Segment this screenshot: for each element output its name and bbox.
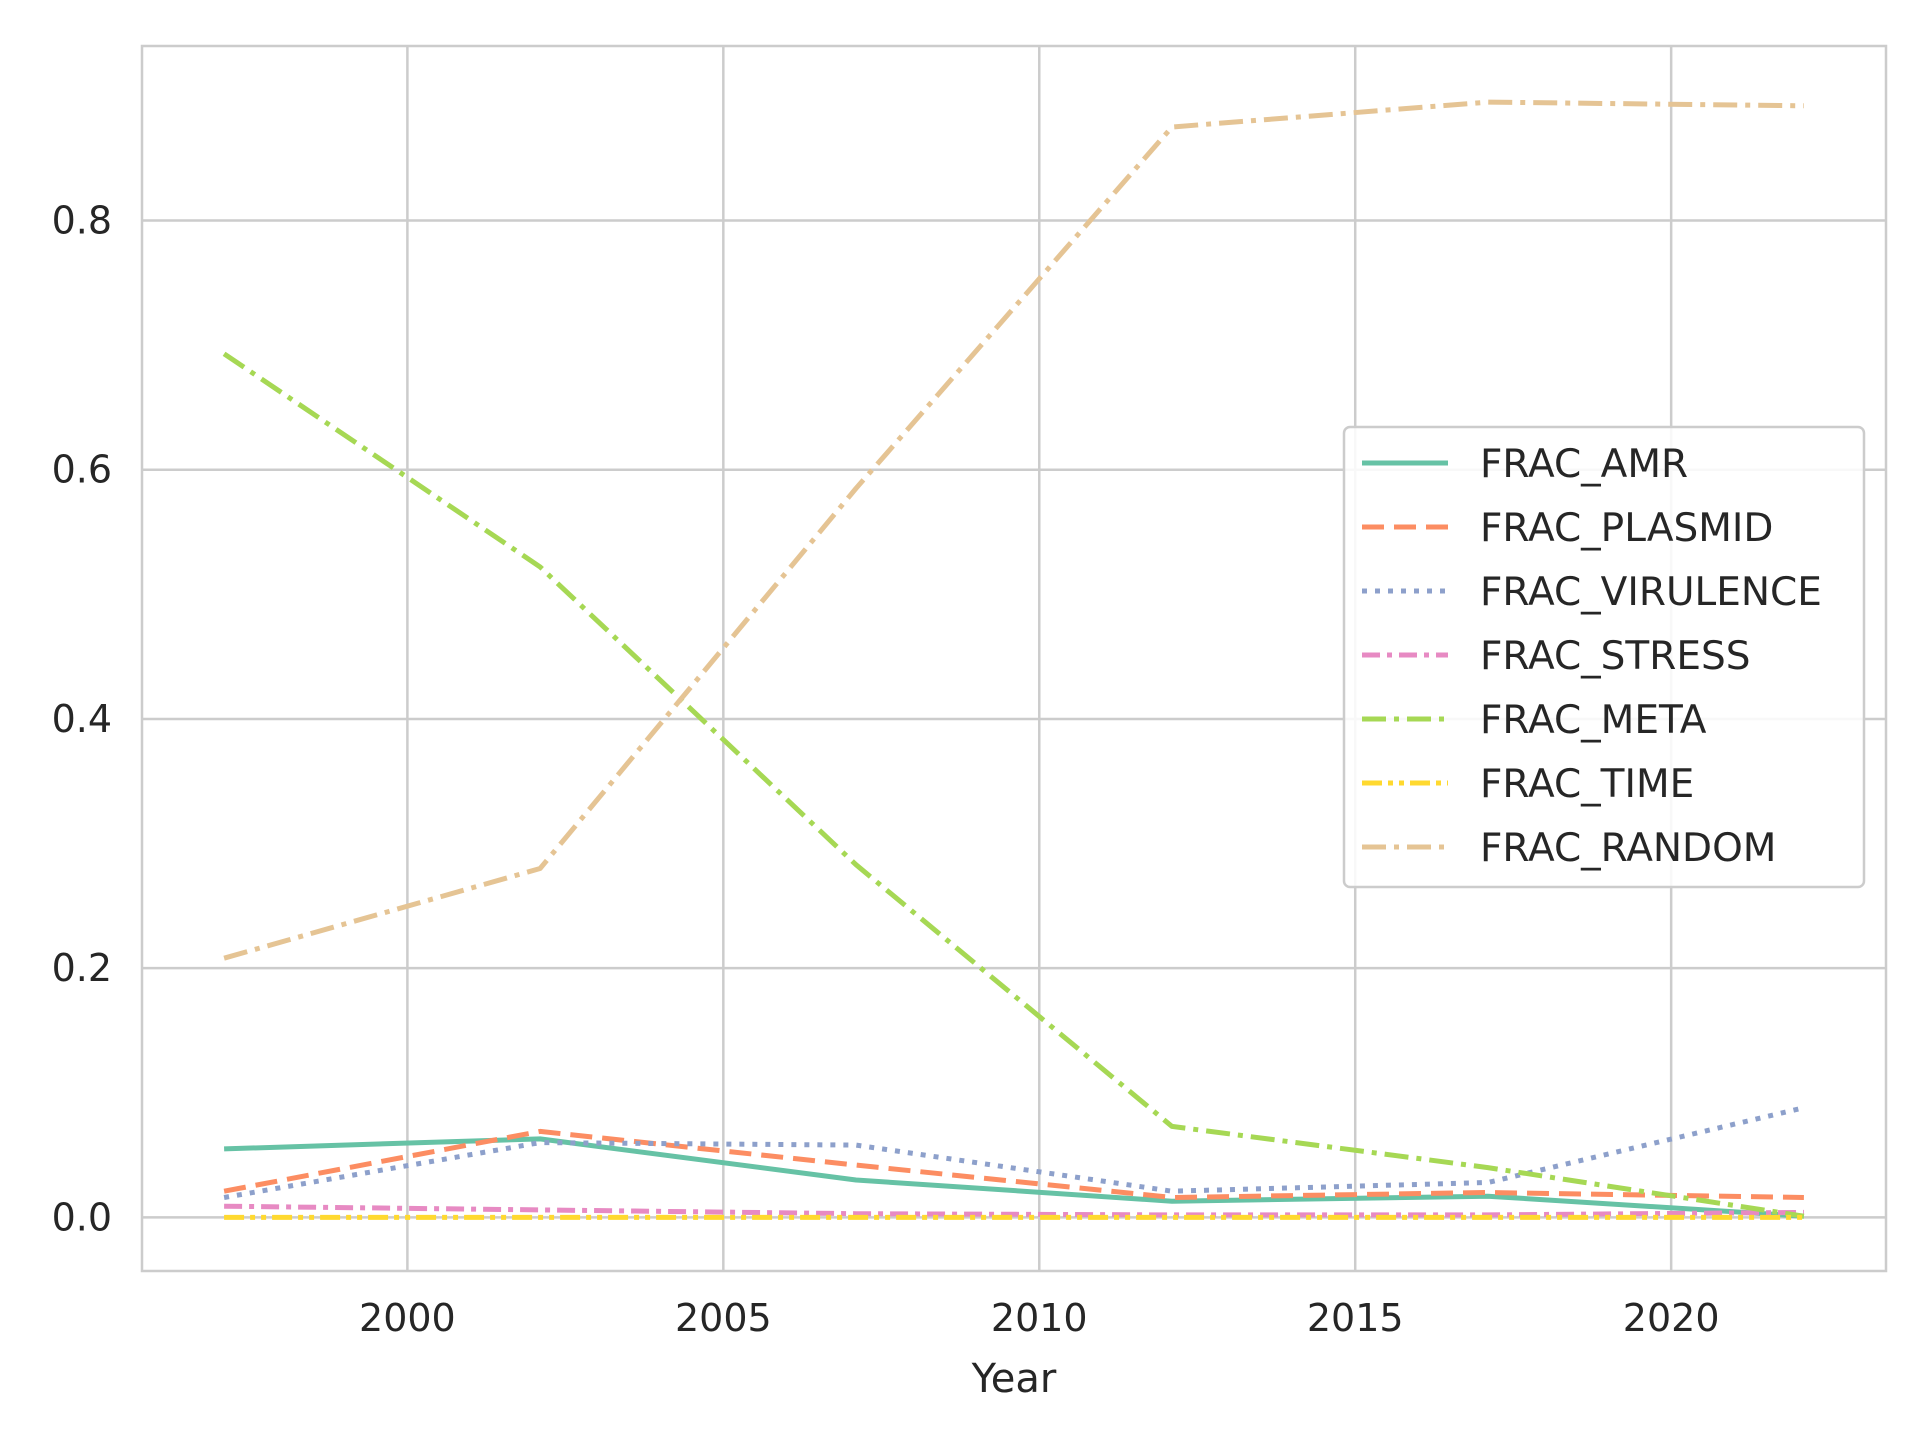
- y-tick-label: 0.6: [52, 448, 112, 492]
- series-line-frac-plasmid: [223, 1128, 1804, 1200]
- x-tick-label: 2015: [1307, 1296, 1404, 1340]
- legend-label: FRAC_AMR: [1480, 442, 1688, 487]
- legend-label: FRAC_TIME: [1480, 762, 1694, 807]
- legend: FRAC_AMR FRAC_PLASMID FRAC_VIRULENCE FRAC_S…: [1342, 425, 1866, 889]
- x-axis-label: Year: [971, 1356, 1057, 1402]
- legend-label: FRAC_PLASMID: [1480, 506, 1773, 551]
- y-tick-label: 0.8: [52, 198, 112, 242]
- tick-labels: 2000 2005 2010 2015 2020 0.0 0.2 0.4 0.6 0.8: [52, 198, 1720, 1340]
- x-tick-label: 2020: [1623, 1296, 1720, 1340]
- series-line-frac-virulence: [223, 1105, 1805, 1200]
- legend-label: FRAC_STRESS: [1480, 634, 1751, 679]
- legend-label: FRAC_RANDOM: [1480, 826, 1776, 871]
- y-tick-label: 0.0: [52, 1195, 112, 1239]
- legend-box: [1342, 425, 1866, 889]
- series-lines: [222, 99, 1805, 1220]
- x-tick-label: 2010: [991, 1296, 1088, 1340]
- legend-label: FRAC_META: [1480, 698, 1707, 743]
- legend-label: FRAC_VIRULENCE: [1480, 570, 1822, 615]
- series-line-frac-stress: [224, 1203, 1804, 1218]
- x-tick-label: 2005: [675, 1296, 772, 1340]
- y-tick-label: 0.2: [52, 946, 112, 990]
- y-tick-label: 0.4: [52, 697, 112, 741]
- series-line-frac-random: [223, 99, 1804, 961]
- series-line-frac-meta: [222, 351, 1805, 1219]
- x-tick-label: 2000: [359, 1296, 456, 1340]
